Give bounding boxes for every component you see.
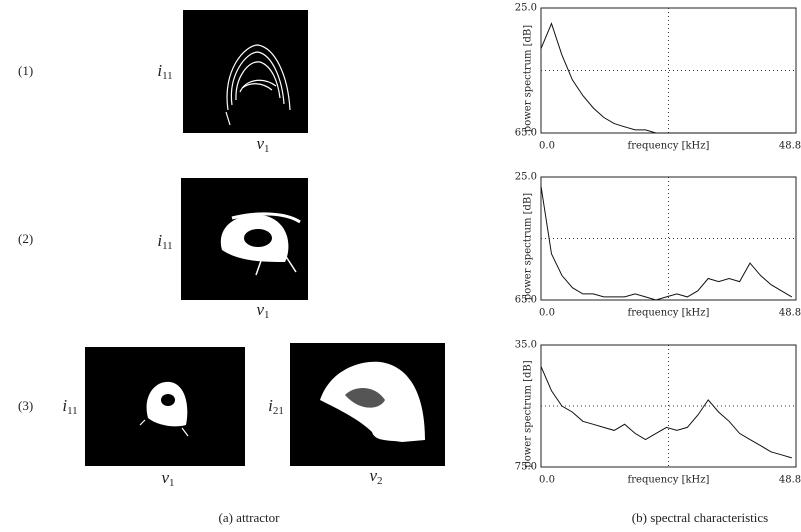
variable-label: i11 xyxy=(157,61,172,82)
subscript: 11 xyxy=(162,70,173,82)
row-label: (1) xyxy=(18,63,33,78)
y-axis-label: power spectrum [dB] xyxy=(523,360,534,467)
y-tick-label: 65.0 xyxy=(515,128,537,139)
x-tick-label: 48.8 xyxy=(779,141,801,152)
attractor-image xyxy=(183,10,308,133)
spectrum-line xyxy=(540,22,792,134)
symbol: v xyxy=(369,466,377,485)
x-axis-label: frequency [kHz] xyxy=(628,308,710,319)
subscript: 11 xyxy=(67,405,78,417)
row-label: (3) xyxy=(18,398,33,413)
subscript: 2 xyxy=(377,475,383,487)
y-tick-label: 65.0 xyxy=(515,295,537,306)
variable-label: i21 xyxy=(268,396,284,417)
variable-label: v2 xyxy=(369,466,382,487)
y-tick-label: 75.0 xyxy=(515,462,537,473)
spectrum-line xyxy=(540,366,792,459)
x-tick-label: 48.8 xyxy=(779,308,801,319)
variable-label: i11 xyxy=(157,231,172,252)
x-tick-label: 0.0 xyxy=(539,308,555,319)
symbol: i xyxy=(157,231,162,250)
variable-label: v1 xyxy=(256,134,269,155)
symbol: v xyxy=(161,468,169,487)
subscript: 21 xyxy=(273,405,284,417)
variable-label: v1 xyxy=(256,300,269,321)
x-axis-label: frequency [kHz] xyxy=(628,475,710,486)
caption: (a) attractor xyxy=(219,510,281,525)
y-tick-label: 25.0 xyxy=(515,3,537,14)
symbol: v xyxy=(256,134,264,153)
caption: (b) spectral characteristics xyxy=(632,510,768,525)
y-axis-label: power spectrum [dB] xyxy=(523,25,534,132)
spectrum-line xyxy=(540,186,793,301)
subscript: 1 xyxy=(264,143,270,155)
subscript: 11 xyxy=(162,240,173,252)
y-tick-label: 25.0 xyxy=(515,172,537,183)
x-tick-label: 0.0 xyxy=(539,475,555,486)
row-label: (2) xyxy=(18,231,33,246)
attractor-image xyxy=(85,347,245,466)
y-tick-label: 35.0 xyxy=(515,340,537,351)
variable-label: v1 xyxy=(161,468,174,489)
x-axis-label: frequency [kHz] xyxy=(628,141,710,152)
symbol: v xyxy=(256,300,264,319)
x-tick-label: 0.0 xyxy=(539,141,555,152)
attractor-image xyxy=(181,178,308,300)
subscript: 1 xyxy=(264,309,270,321)
attractor-image xyxy=(290,343,445,466)
symbol: i xyxy=(62,396,67,415)
y-axis-label: power spectrum [dB] xyxy=(523,193,534,300)
symbol: i xyxy=(157,61,162,80)
x-tick-label: 48.8 xyxy=(779,475,801,486)
symbol: i xyxy=(268,396,273,415)
subscript: 1 xyxy=(169,477,175,489)
variable-label: i11 xyxy=(62,396,77,417)
